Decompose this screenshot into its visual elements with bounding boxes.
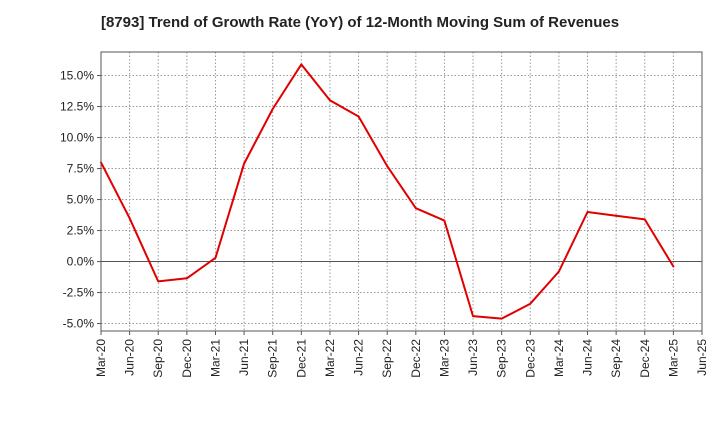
x-tick-label: Mar-25 [666, 339, 680, 377]
x-tick-label: Jun-20 [123, 339, 137, 376]
x-tick-label: Jun-21 [237, 339, 251, 376]
x-tick-label: Dec-20 [180, 339, 194, 378]
x-tick-label: Mar-21 [208, 339, 222, 377]
x-tick-label: Sep-21 [266, 339, 280, 378]
x-tick-label: Sep-20 [151, 339, 165, 378]
y-tick-label: -2.5% [63, 286, 95, 300]
plot-frame [100, 51, 703, 332]
x-tick-label: Sep-23 [495, 339, 509, 378]
x-tick-label: Jun-24 [581, 339, 595, 376]
grid-layer [100, 52, 703, 331]
y-tick-label: 2.5% [67, 224, 95, 238]
x-tick-label: Mar-22 [323, 339, 337, 377]
x-tick-label: Sep-24 [609, 339, 623, 378]
plot-background [101, 52, 702, 331]
x-tick-label: Mar-20 [94, 339, 108, 377]
y-tick-label: 10.0% [60, 131, 94, 145]
y-tick-label: 0.0% [67, 255, 95, 269]
x-tick-label: Mar-24 [552, 339, 566, 377]
plot-frame-layer [97, 51, 703, 335]
y-tick-label: 12.5% [60, 100, 94, 114]
series-line [100, 63, 675, 320]
x-tick-label: Sep-22 [380, 339, 394, 378]
x-tick-label: Jun-23 [466, 339, 480, 376]
chart-title: [8793] Trend of Growth Rate (YoY) of 12-… [100, 14, 620, 31]
x-tick-label: Dec-24 [638, 339, 652, 378]
x-tick-label: Jun-25 [695, 339, 709, 376]
y-tick-label: 5.0% [67, 193, 95, 207]
y-tick-label: 7.5% [67, 162, 95, 176]
y-tick-labels: -5.0% -2.5% 0.0% 2.5% 5.0% 7.5% 10.0% 12.5% 15.0… [60, 69, 94, 331]
x-tick-label: Dec-23 [523, 339, 537, 378]
series-layer [100, 63, 675, 320]
y-tick-label: 15.0% [60, 69, 94, 83]
x-tick-labels: Mar-20 Jun-20 Sep-20 Dec-20 Mar-21 Jun-21 Sep-… [94, 339, 709, 378]
x-tick-label: Jun-22 [352, 339, 366, 376]
y-tick-label: -5.0% [63, 317, 95, 331]
x-tick-label: Dec-22 [409, 339, 423, 378]
x-tick-label: Dec-21 [294, 339, 308, 378]
x-tick-label: Mar-23 [437, 339, 451, 377]
